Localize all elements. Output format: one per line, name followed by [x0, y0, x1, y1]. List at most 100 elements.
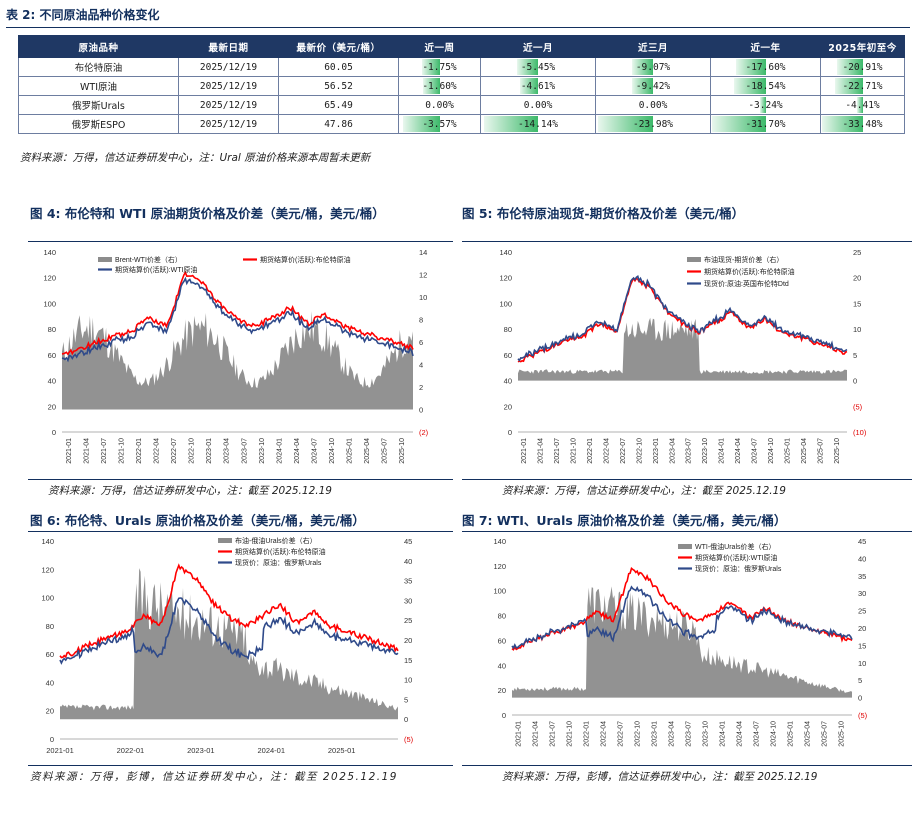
change-value: -3.57%: [422, 118, 457, 130]
right-axis-tick-label: 20: [858, 624, 866, 633]
x-axis-tick-label: 2022-10: [636, 438, 643, 464]
left-axis-tick-label: 40: [504, 377, 512, 386]
left-axis-tick-label: 0: [508, 428, 512, 437]
data-bar: [836, 59, 863, 75]
change-cell: -1.60%: [398, 76, 481, 96]
x-axis-tick-label: 2025-10: [839, 721, 846, 747]
x-axis-tick-label: 2025-07: [817, 438, 824, 464]
table-row: 布伦特原油 2025/12/19 60.05 -1.75% -5.45% -9.07% -1…: [18, 57, 905, 77]
left-axis-tick-label: 20: [504, 402, 512, 411]
figure-rule: [462, 765, 912, 766]
chart-title: 图 6: 布伦特、Urals 原油价格及价差（美元/桶，美元/桶）: [30, 513, 365, 528]
right-axis-tick-label: 10: [419, 293, 427, 302]
legend-swatch: [98, 257, 112, 262]
change-cell: -22.71%: [820, 76, 905, 96]
chart-wti-urals: 140 120 100 80 60 40 20 0 45 40 35 30 25 20 15 10 5 0 (5) 2…: [493, 537, 867, 747]
x-axis-tick-label: 2021-07: [554, 438, 561, 464]
left-axis-tick-label: 140: [499, 248, 512, 257]
left-axis-tick-label: 60: [46, 650, 54, 659]
table-cell: 俄罗斯Urals: [18, 95, 179, 115]
right-axis-tick-label: 6: [419, 338, 423, 347]
x-axis-tick-label: 2022-04: [603, 438, 610, 464]
x-axis-tick-label: 2023-04: [224, 438, 231, 464]
table-row: WTI原油 2025/12/19 56.52 -1.60% -4.61% -9.42% -1…: [18, 76, 905, 96]
left-axis-tick-label: 0: [502, 711, 506, 720]
x-axis-tick-label: 2023-04: [669, 721, 676, 747]
chart-source-note: 资料来源：万得，信达证券研发中心，注：截至 2025.12.19: [48, 485, 332, 497]
x-axis-tick-label: 2022-04: [154, 438, 161, 464]
right-axis-tick-label: 5: [858, 676, 862, 685]
x-axis-tick-label: 2025-04: [364, 438, 371, 464]
left-axis-tick-label: 0: [52, 428, 56, 437]
change-cell: -9.42%: [595, 76, 711, 96]
x-axis-tick-label: 2021-04: [83, 438, 90, 464]
change-value: -17.60%: [745, 61, 786, 73]
table-cell: 2025/12/19: [178, 76, 279, 96]
x-axis-tick-label: 2025-04: [805, 721, 812, 747]
right-axis-tick-label: 20: [404, 636, 412, 645]
x-axis-tick-label: 2022-01: [587, 438, 594, 464]
x-axis-tick-label: 2025-04: [801, 438, 808, 464]
change-value: -9.42%: [635, 80, 671, 92]
right-axis-tick-label: 2: [419, 383, 423, 392]
right-axis-tick-label: 10: [404, 676, 412, 685]
change-cell: 0.00%: [595, 95, 711, 115]
x-axis-tick-label: 2024-01: [720, 721, 727, 747]
chart-title: 图 4: 布伦特和 WTI 原油期货价格及价差（美元/桶，美元/桶）: [30, 206, 385, 221]
series-line-blue: [511, 585, 853, 650]
left-axis-tick-label: 140: [43, 248, 56, 257]
change-cell: -23.98%: [595, 114, 711, 134]
right-axis-tick-label: 0: [858, 694, 862, 703]
left-axis-tick-label: 120: [41, 565, 54, 574]
x-axis-tick-label: 2021-10: [118, 438, 125, 464]
chart-brent-spot-futures: 140 120 100 80 60 40 20 0 25 20 15 10 5 0 (5) (10) 2021-…: [499, 248, 866, 464]
x-axis-tick-label: 2021-04: [533, 721, 540, 747]
x-axis-tick-label: 2024-07: [752, 438, 759, 464]
change-cell: -18.54%: [710, 76, 821, 96]
header-cell: 近一年: [710, 35, 821, 58]
legend-swatch: [687, 257, 701, 262]
left-axis-tick-label: 60: [504, 351, 512, 360]
x-axis-tick-label: 2022-07: [620, 438, 627, 464]
change-value: -4.41%: [845, 99, 880, 111]
table-row: 俄罗斯ESPO 2025/12/19 47.86 -3.57% -14.14% -23.9…: [18, 114, 905, 134]
right-axis-tick-label: 14: [419, 248, 427, 257]
legend-label: 期货结算价(活跃):WTI原油: [115, 265, 197, 274]
figure-rule: [28, 479, 453, 480]
left-axis-tick-label: 80: [504, 325, 512, 334]
x-axis-tick-label: 2025-07: [822, 721, 829, 747]
x-axis-tick-label: 2023-01: [206, 438, 213, 464]
x-axis-tick-label: 2022-10: [635, 721, 642, 747]
right-axis-tick-label: 40: [404, 557, 412, 566]
x-axis-tick-label: 2021-01: [66, 438, 73, 464]
x-axis-tick-label: 2025-10: [399, 438, 406, 464]
left-axis-tick-label: 40: [46, 678, 54, 687]
change-cell: -4.41%: [820, 95, 905, 115]
right-axis-tick-label: 0: [853, 377, 857, 386]
table-cell: 2025/12/19: [178, 95, 279, 115]
spread-area: [512, 586, 852, 698]
data-bar: [631, 78, 653, 94]
left-axis-tick-label: 100: [41, 594, 54, 603]
x-axis-tick-label: 2024-10: [329, 438, 336, 464]
series-line-red: [59, 563, 399, 659]
x-axis-tick-label: 2023-01: [187, 746, 215, 755]
spread-area: [62, 311, 413, 410]
x-axis-tick-label: 2022-01: [117, 746, 145, 755]
change-value: -4.61%: [520, 80, 556, 92]
data-bar: [423, 78, 440, 94]
legend-label: 期货结算价(活跃):布伦特原油: [235, 547, 326, 556]
left-axis-tick-label: 80: [498, 612, 506, 621]
change-cell: -5.45%: [480, 57, 596, 77]
spread-area: [518, 317, 847, 381]
x-axis-tick-label: 2025-07: [382, 438, 389, 464]
change-cell: -33.48%: [820, 114, 905, 134]
change-value: -18.54%: [745, 80, 786, 92]
table-cell: 56.52: [278, 76, 399, 96]
table-cell: WTI原油: [18, 76, 179, 96]
x-axis-tick-label: 2022-07: [618, 721, 625, 747]
x-axis-tick-label: 2025-01: [328, 746, 356, 755]
x-axis-tick-label: 2023-07: [686, 438, 693, 464]
change-value: -1.60%: [422, 80, 457, 92]
